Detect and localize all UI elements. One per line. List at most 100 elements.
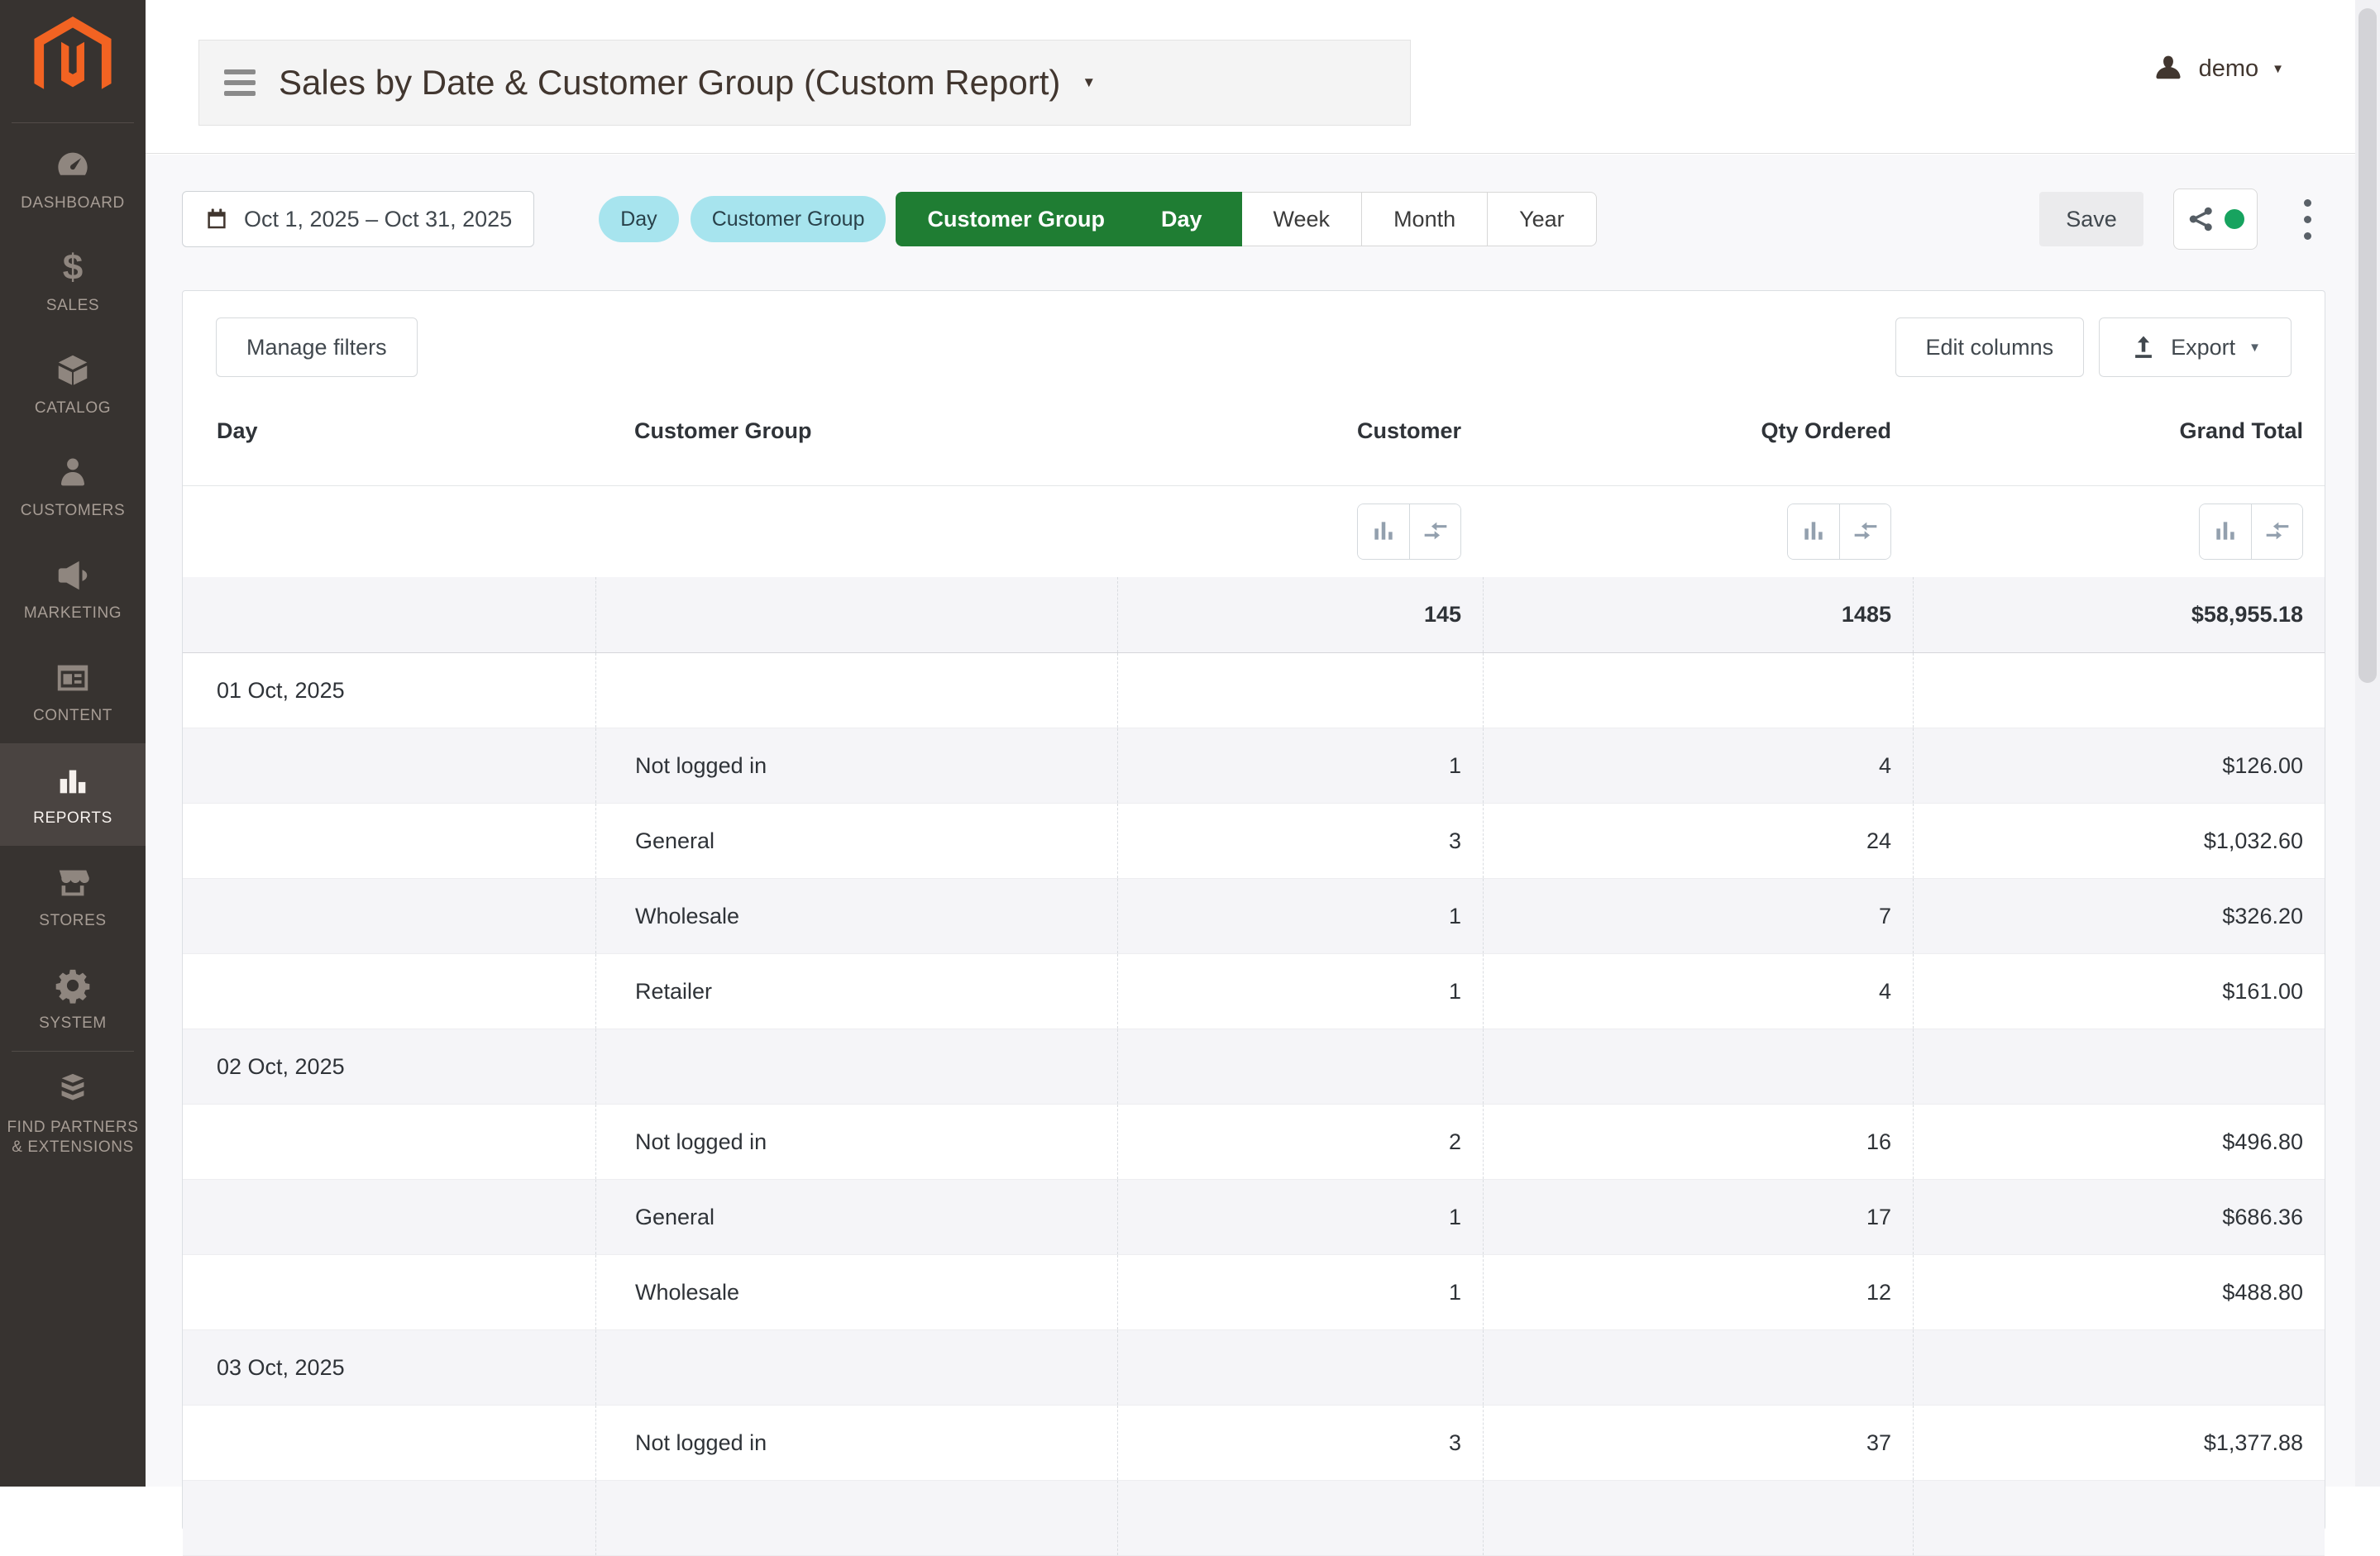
cell-empty bbox=[595, 1330, 1117, 1405]
column-chart-button[interactable] bbox=[1788, 504, 1839, 559]
sidebar-item-dashboard[interactable]: DASHBOARD bbox=[0, 128, 146, 231]
sidebar-item-label: MARKETING bbox=[23, 604, 122, 622]
customer-group-cell: Retailer bbox=[595, 954, 1117, 1029]
dimension-tags: Day Customer Group bbox=[599, 196, 887, 242]
magento-logo[interactable] bbox=[0, 0, 146, 122]
content-icon bbox=[54, 658, 92, 698]
cell-empty bbox=[183, 1255, 595, 1329]
table-row: General 3 24 $1,032.60 bbox=[183, 804, 2325, 879]
page-scrollbar-track[interactable] bbox=[2355, 0, 2380, 1487]
manage-filters-button[interactable]: Manage filters bbox=[216, 317, 418, 377]
more-actions-kebab-button[interactable] bbox=[2289, 192, 2325, 246]
period-button-month[interactable]: Month bbox=[1362, 192, 1489, 246]
qty-ordered-cell: 24 bbox=[1483, 804, 1913, 878]
grand-total-cell: $1,032.60 bbox=[1913, 804, 2325, 878]
qty-ordered-cell: 4 bbox=[1483, 728, 1913, 803]
export-button[interactable]: Export ▼ bbox=[2099, 317, 2292, 377]
cell-empty bbox=[183, 879, 595, 953]
user-menu-caret-icon: ▼ bbox=[2272, 61, 2284, 76]
sidebar-item-reports[interactable]: REPORTS bbox=[0, 743, 146, 846]
grand-total-cell: $686.36 bbox=[1913, 1180, 2325, 1254]
qty-ordered-cell: 16 bbox=[1483, 1105, 1913, 1179]
dimension-tag-day[interactable]: Day bbox=[599, 196, 679, 242]
sidebar-item-label: DASHBOARD bbox=[21, 194, 125, 212]
customer-cell: 1 bbox=[1117, 1255, 1483, 1329]
period-button-week[interactable]: Week bbox=[1241, 192, 1363, 246]
column-header-grand-total[interactable]: Grand Total bbox=[2179, 418, 2303, 443]
column-chart-button[interactable] bbox=[2200, 504, 2251, 559]
day-cell: 02 Oct, 2025 bbox=[217, 1053, 345, 1079]
magento-logo-icon bbox=[34, 17, 112, 89]
column-collapse-button[interactable] bbox=[1839, 504, 1890, 559]
sidebar-item-catalog[interactable]: CATALOG bbox=[0, 333, 146, 436]
qty-ordered-cell: 7 bbox=[1483, 879, 1913, 953]
customer-group-cell: Wholesale bbox=[595, 879, 1117, 953]
main-area: Sales by Date & Customer Group (Custom R… bbox=[146, 0, 2380, 1556]
column-chart-button[interactable] bbox=[1358, 504, 1409, 559]
sidebar-item-stores[interactable]: STORES bbox=[0, 846, 146, 948]
page-title: Sales by Date & Customer Group (Custom R… bbox=[279, 63, 1061, 102]
column-tool-pair bbox=[1787, 504, 1891, 560]
column-collapse-button[interactable] bbox=[2251, 504, 2302, 559]
report-menu-hamburger-icon[interactable] bbox=[224, 69, 256, 96]
period-segmented-control: Customer Group Day Week Month Year bbox=[896, 192, 1597, 246]
sidebar-item-sales[interactable]: $ SALES bbox=[0, 231, 146, 333]
grand-total-cell: $496.80 bbox=[1913, 1105, 2325, 1179]
user-menu[interactable]: demo ▼ bbox=[2151, 51, 2284, 86]
totals-customer: 145 bbox=[1117, 577, 1483, 652]
cell-empty bbox=[183, 1406, 595, 1480]
column-header-customer[interactable]: Customer bbox=[1356, 418, 1461, 443]
totals-empty-cell bbox=[183, 577, 595, 652]
customer-cell: 2 bbox=[1117, 1105, 1483, 1179]
share-button[interactable] bbox=[2173, 189, 2258, 250]
column-collapse-button[interactable] bbox=[1409, 504, 1460, 559]
page-scrollbar-thumb[interactable] bbox=[2358, 8, 2377, 683]
admin-sidebar: DASHBOARD $ SALES CATALOG CUSTOMERS MARKETING… bbox=[0, 0, 146, 1487]
sidebar-item-system[interactable]: SYSTEM bbox=[0, 948, 146, 1051]
column-tools-row bbox=[183, 486, 2325, 577]
grand-total-cell: $161.00 bbox=[1913, 954, 2325, 1029]
find-partners-icon bbox=[54, 1070, 92, 1110]
calendar-icon bbox=[208, 208, 226, 229]
column-header-day[interactable]: Day bbox=[217, 418, 258, 443]
table-toolbar-right-group: Edit columns Export ▼ bbox=[1895, 317, 2292, 377]
grand-total-cell: $326.20 bbox=[1913, 879, 2325, 953]
sidebar-item-label: FIND PARTNERS & EXTENSIONS bbox=[7, 1119, 139, 1156]
table-row: Not logged in 2 16 $496.80 bbox=[183, 1105, 2325, 1180]
cell-empty bbox=[1913, 653, 2325, 728]
sidebar-item-label: REPORTS bbox=[33, 809, 112, 827]
table-row: Wholesale 1 12 $488.80 bbox=[183, 1255, 2325, 1330]
customer-group-cell: Wholesale bbox=[595, 1255, 1117, 1329]
report-table-card: Manage filters Edit columns Export ▼ Day… bbox=[182, 290, 2325, 1556]
period-button-customer-group[interactable]: Customer Group bbox=[896, 192, 1136, 246]
qty-ordered-cell: 17 bbox=[1483, 1180, 1913, 1254]
sidebar-item-content[interactable]: CONTENT bbox=[0, 641, 146, 743]
cell-empty bbox=[1117, 653, 1483, 728]
date-range-picker[interactable]: Oct 1, 2025 – Oct 31, 2025 bbox=[182, 191, 535, 247]
dimension-tag-customer-group[interactable]: Customer Group bbox=[690, 196, 887, 242]
table-date-row: 02 Oct, 2025 bbox=[183, 1029, 2325, 1105]
customer-cell: 1 bbox=[1117, 1180, 1483, 1254]
sidebar-item-find-partners-extensions[interactable]: FIND PARTNERS & EXTENSIONS bbox=[0, 1052, 146, 1176]
content-area: Oct 1, 2025 – Oct 31, 2025 Day Customer G… bbox=[146, 155, 2380, 1556]
period-button-day[interactable]: Day bbox=[1136, 192, 1242, 246]
sidebar-item-marketing[interactable]: MARKETING bbox=[0, 538, 146, 641]
report-title-dropdown-caret-icon[interactable]: ▼ bbox=[1082, 74, 1097, 90]
column-header-customer-group[interactable]: Customer Group bbox=[634, 418, 812, 443]
column-header-qty-ordered[interactable]: Qty Ordered bbox=[1761, 418, 1891, 443]
period-button-year[interactable]: Year bbox=[1488, 192, 1597, 246]
cell-empty bbox=[183, 1481, 595, 1555]
sidebar-item-customers[interactable]: CUSTOMERS bbox=[0, 436, 146, 538]
save-button[interactable]: Save bbox=[2039, 192, 2143, 246]
edit-columns-button[interactable]: Edit columns bbox=[1895, 317, 2085, 377]
cell-empty bbox=[595, 653, 1117, 728]
table-row: Not logged in 1 4 $126.00 bbox=[183, 728, 2325, 804]
day-cell: 03 Oct, 2025 bbox=[217, 1354, 345, 1380]
table-row bbox=[183, 1481, 2325, 1556]
sales-icon: $ bbox=[62, 247, 84, 288]
cell-empty bbox=[1117, 1481, 1483, 1555]
column-tool-pair bbox=[2199, 504, 2303, 560]
customers-icon bbox=[54, 453, 92, 493]
cell-empty bbox=[1483, 1481, 1913, 1555]
date-range-value: Oct 1, 2025 – Oct 31, 2025 bbox=[244, 206, 513, 231]
